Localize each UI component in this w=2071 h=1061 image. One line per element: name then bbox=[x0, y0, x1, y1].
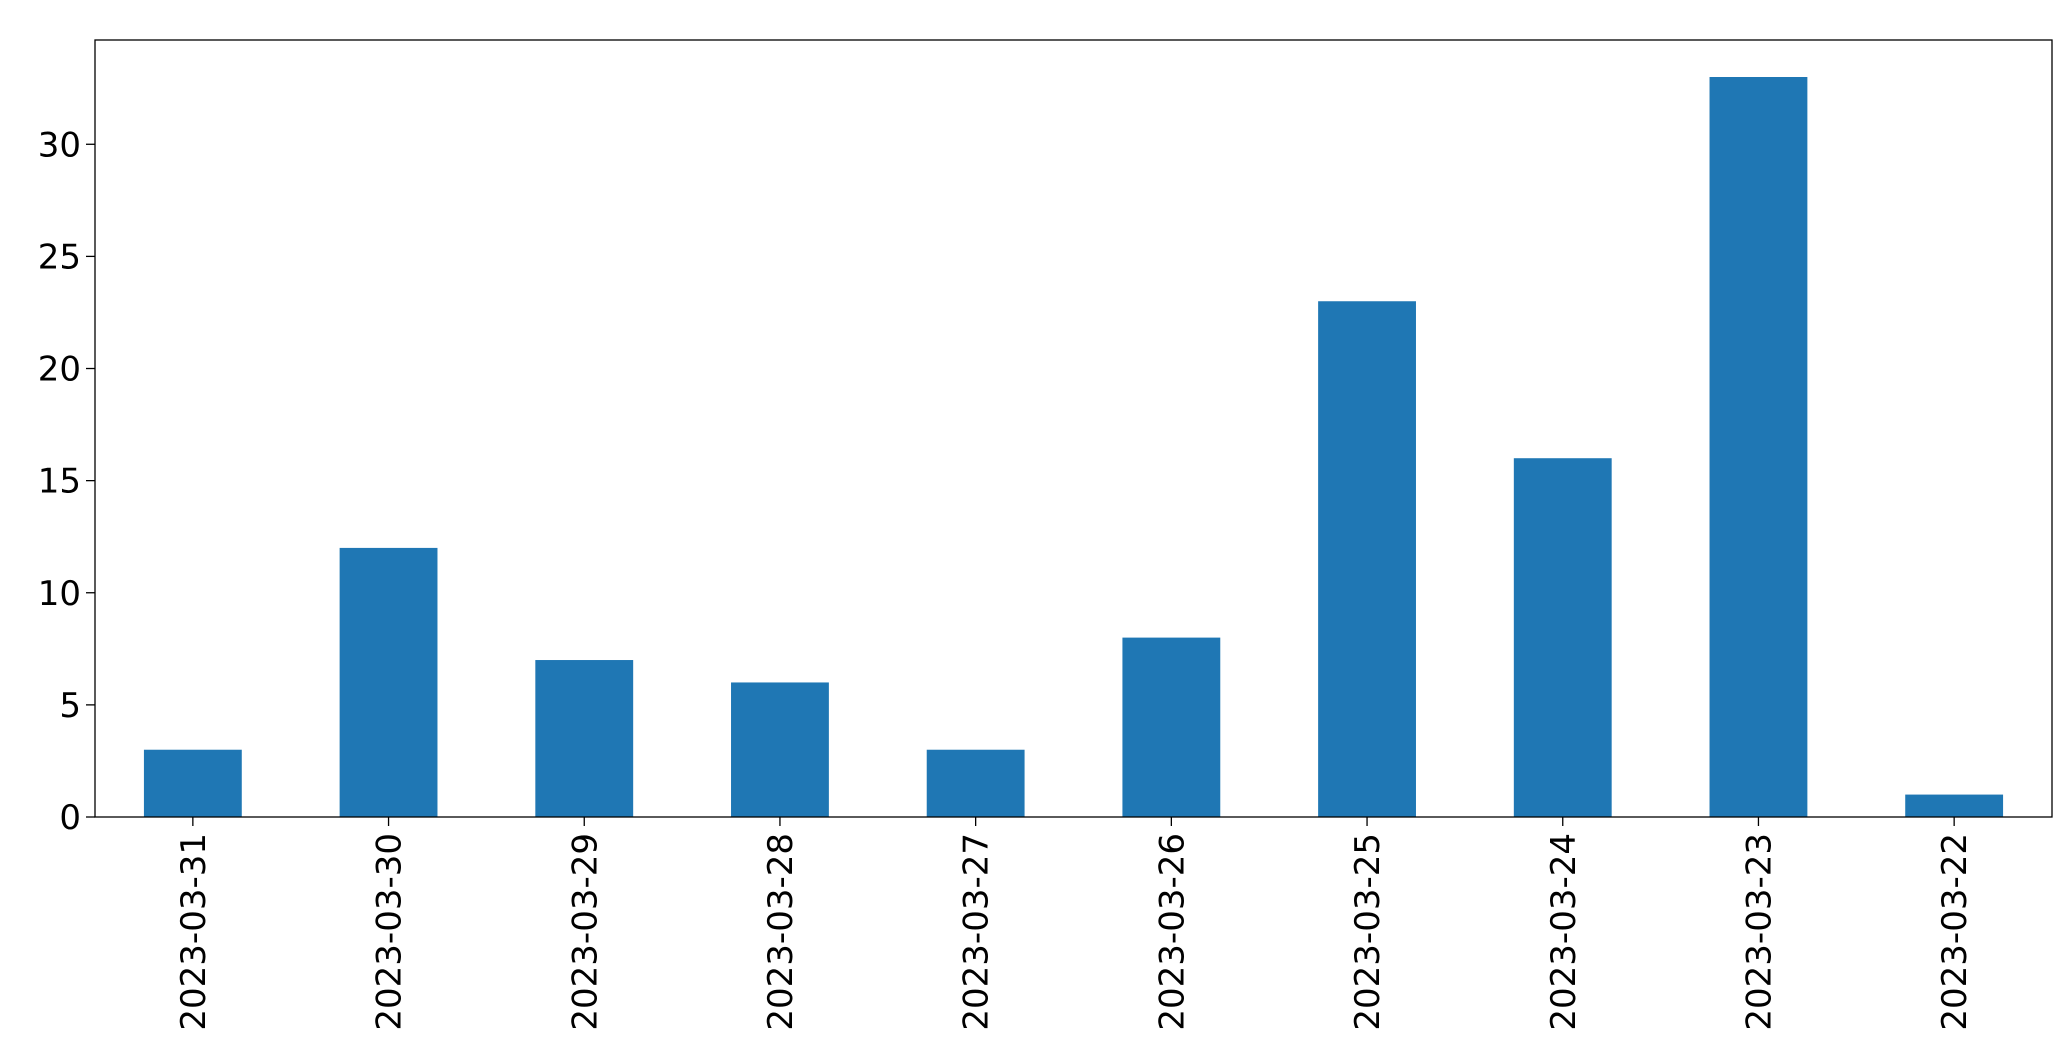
y-tick-label: 25 bbox=[38, 237, 81, 277]
x-tick-label: 2023-03-22 bbox=[1935, 833, 1975, 1031]
x-tick-label: 2023-03-27 bbox=[957, 833, 997, 1031]
bar bbox=[1122, 637, 1221, 817]
x-tick-label: 2023-03-26 bbox=[1152, 833, 1192, 1031]
plot-frame bbox=[94, 39, 2053, 818]
y-tick-label: 0 bbox=[59, 798, 81, 838]
bar bbox=[1905, 794, 2004, 817]
y-tick-label: 5 bbox=[59, 686, 81, 726]
bar bbox=[143, 749, 242, 817]
bar bbox=[731, 682, 829, 817]
bar bbox=[1709, 77, 1808, 817]
x-tick-label: 2023-03-25 bbox=[1348, 833, 1388, 1031]
y-tick-label: 20 bbox=[38, 350, 81, 390]
bar bbox=[1318, 301, 1416, 817]
y-tick-label: 15 bbox=[38, 462, 81, 502]
x-tick-label: 2023-03-23 bbox=[1739, 833, 1779, 1031]
y-tick-label: 30 bbox=[38, 125, 81, 165]
x-tick-label: 2023-03-31 bbox=[174, 833, 214, 1031]
x-tick-label: 2023-03-24 bbox=[1544, 833, 1584, 1031]
x-tick-label: 2023-03-29 bbox=[565, 833, 605, 1031]
bar bbox=[339, 547, 438, 817]
bar bbox=[535, 660, 634, 817]
bar bbox=[926, 749, 1025, 817]
x-tick-label: 2023-03-30 bbox=[370, 833, 410, 1031]
x-tick-label: 2023-03-28 bbox=[761, 833, 801, 1031]
y-tick-label: 10 bbox=[38, 574, 81, 614]
bar bbox=[1513, 458, 1612, 817]
